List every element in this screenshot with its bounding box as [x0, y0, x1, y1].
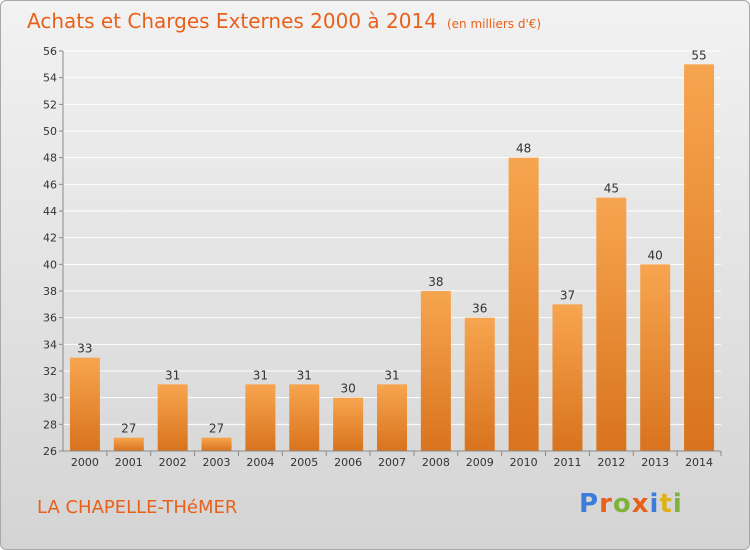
bar-2013	[640, 264, 671, 451]
x-tick-label: 2004	[246, 456, 274, 469]
data-label-2011: 37	[560, 288, 575, 302]
logo-letter: o	[612, 489, 632, 519]
chart-title: Achats et Charges Externes 2000 à 2014 (e…	[27, 9, 541, 33]
y-tick-label: 44	[43, 205, 57, 218]
y-tick-label: 50	[43, 125, 57, 138]
y-tick-label: 36	[43, 312, 57, 325]
logo-letter: i	[672, 489, 683, 519]
bar-2008	[420, 291, 451, 451]
bars	[69, 64, 715, 452]
x-tick-label: 2014	[685, 456, 713, 469]
data-label-2000: 33	[77, 342, 92, 356]
data-label-2005: 31	[297, 368, 312, 382]
x-tick-label: 2013	[641, 456, 669, 469]
x-tick-label: 2008	[422, 456, 450, 469]
y-tick-label: 48	[43, 152, 57, 165]
logo-letter: r	[599, 489, 613, 519]
y-tick-label: 52	[43, 98, 57, 111]
bar-2001	[113, 437, 144, 451]
logo-letter: P	[579, 489, 600, 519]
chart-title-text: Achats et Charges Externes 2000 à 2014	[27, 9, 437, 33]
x-tick-label: 2010	[510, 456, 538, 469]
logo-letter: i	[649, 489, 660, 519]
data-label-2007: 31	[384, 368, 399, 382]
y-tick-label: 28	[43, 418, 57, 431]
data-label-2001: 27	[121, 422, 136, 436]
bar-2005	[289, 384, 320, 451]
y-tick-label: 54	[43, 72, 57, 85]
y-tick-label: 42	[43, 232, 57, 245]
data-label-2012: 45	[604, 182, 619, 196]
x-tick-label: 2005	[290, 456, 318, 469]
labels: 26 28 30 32 34 36 38 40 42 44 46 48 50 52 54 56 33 2000 27…	[43, 45, 713, 469]
x-tick-label: 2006	[334, 456, 362, 469]
bar-2002	[157, 384, 188, 451]
x-tick-label: 2003	[203, 456, 231, 469]
y-tick-label: 56	[43, 45, 57, 58]
x-tick-label: 2011	[553, 456, 581, 469]
bar-2006	[333, 397, 364, 451]
y-tick-label: 32	[43, 365, 57, 378]
y-tick-label: 26	[43, 445, 57, 458]
bar-2009	[464, 317, 495, 451]
x-tick-label: 2007	[378, 456, 406, 469]
town-name: LA CHAPELLE-THéMER	[37, 497, 238, 518]
x-tick-label: 2012	[597, 456, 625, 469]
y-tick-label: 40	[43, 258, 57, 271]
bar-2011	[552, 304, 583, 451]
y-tick-label: 46	[43, 178, 57, 191]
y-tick-label: 30	[43, 392, 57, 405]
logo-letter: x	[631, 489, 650, 519]
x-tick-label: 2001	[115, 456, 143, 469]
axes	[59, 50, 722, 456]
x-tick-label: 2009	[466, 456, 494, 469]
y-tick-label: 38	[43, 285, 57, 298]
bar-2004	[245, 384, 276, 451]
data-label-2008: 38	[428, 275, 443, 289]
proxiti-logo: Proxiti	[579, 489, 683, 519]
data-label-2014: 55	[691, 48, 706, 62]
y-tick-label: 34	[43, 338, 57, 351]
bar-2007	[377, 384, 407, 451]
x-tick-label: 2000	[71, 456, 99, 469]
data-label-2004: 31	[253, 368, 268, 382]
bar-2000	[69, 357, 100, 451]
data-label-2010: 48	[516, 142, 531, 156]
data-label-2013: 40	[648, 248, 663, 262]
data-label-2009: 36	[472, 302, 487, 316]
bar-2014	[684, 64, 715, 452]
bar-2010	[508, 157, 539, 451]
chart-subtitle: (en milliers d'€)	[446, 17, 542, 31]
data-label-2002: 31	[165, 368, 180, 382]
x-tick-label: 2002	[159, 456, 187, 469]
bar-2003	[201, 437, 232, 451]
bar-2012	[596, 197, 627, 451]
logo-letter: t	[659, 489, 673, 519]
data-label-2003: 27	[209, 422, 224, 436]
data-label-2006: 30	[340, 382, 355, 396]
